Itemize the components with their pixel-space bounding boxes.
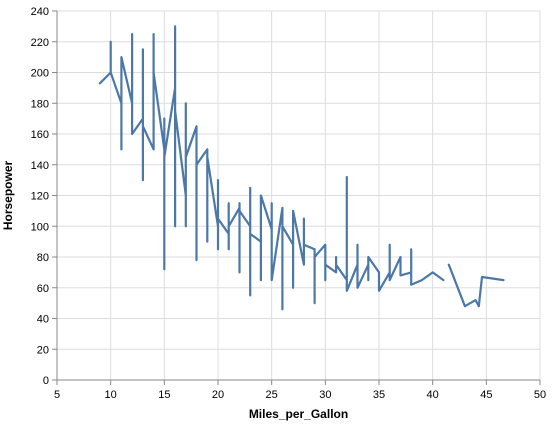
y-gridlines	[57, 10, 540, 381]
y-tick-label: 120	[31, 191, 49, 203]
x-axis-title: Miles_per_Gallon	[249, 407, 348, 421]
x-tick-label: 15	[158, 389, 170, 401]
y-tick-label: 160	[31, 129, 49, 141]
x-tick-label: 50	[534, 389, 546, 401]
x-tick-label: 25	[266, 389, 278, 401]
y-tick-label: 180	[31, 98, 49, 110]
y-tick-label: 220	[31, 37, 49, 49]
x-tick-label: 40	[427, 389, 439, 401]
y-axis-ticks: 0 20 40 60 80 100 120 140 160 180 200 220 240	[31, 6, 57, 387]
y-tick-label: 80	[37, 252, 49, 264]
y-tick-label: 140	[31, 160, 49, 172]
y-axis-title: Horsepower	[1, 160, 15, 230]
y-tick-label: 60	[37, 283, 49, 295]
series-line	[98, 25, 445, 311]
y-tick-label: 40	[37, 314, 49, 326]
x-tick-label: 5	[54, 389, 60, 401]
x-tick-label: 45	[480, 389, 492, 401]
x-tick-label: 20	[212, 389, 224, 401]
y-tick-label: 20	[37, 344, 49, 356]
y-tick-label: 100	[31, 221, 49, 233]
x-tick-label: 35	[373, 389, 385, 401]
x-tick-label: 10	[105, 389, 117, 401]
x-tick-label: 30	[319, 389, 331, 401]
y-tick-label: 200	[31, 68, 49, 80]
series-group	[98, 25, 505, 311]
y-tick-label: 0	[43, 375, 49, 387]
y-tick-label: 240	[31, 6, 49, 18]
series-line	[447, 263, 505, 308]
x-axis-ticks: 5 10 15 20 25 30 35 40 45 50	[54, 380, 546, 401]
